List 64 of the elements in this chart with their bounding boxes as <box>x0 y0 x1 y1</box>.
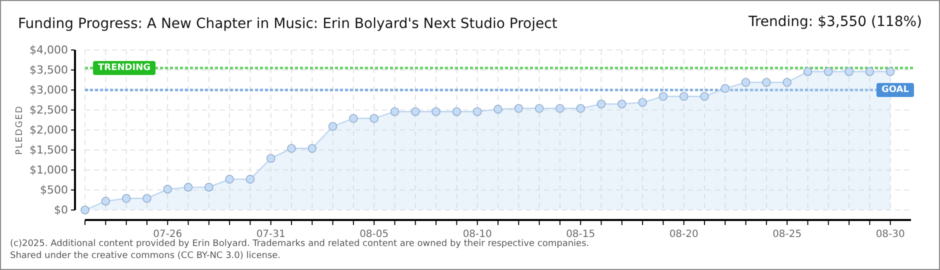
point <box>596 100 606 108</box>
point <box>204 182 214 192</box>
point <box>390 107 400 116</box>
point <box>886 67 895 76</box>
point <box>142 194 152 203</box>
x-tick-label: 07-26 <box>153 229 182 240</box>
point <box>411 107 420 116</box>
y-tick-label: $1,500 <box>30 144 68 157</box>
x-tick-label: 07-31 <box>256 229 286 240</box>
point <box>266 154 276 163</box>
text: (c)2025. Additional content provided by Erin Bolyard. Trademarks and related content are owned by their respective companies. <box>10 239 590 249</box>
point <box>101 196 110 206</box>
y-tick-label: $2,000 <box>30 124 68 137</box>
point <box>782 78 792 87</box>
point <box>184 182 193 192</box>
point <box>762 78 771 87</box>
chart-title: Funding Progress: A New Chapter in Music: Erin Bolyard's Next Studio Project <box>18 16 558 32</box>
x-tick-label: 08-30 <box>876 229 905 240</box>
point <box>163 184 172 194</box>
x-tick-label: 08-25 <box>772 229 802 240</box>
point <box>122 194 131 203</box>
x-tick-label: 08-05 <box>360 229 389 240</box>
ref-line-label: GOAL <box>882 85 910 95</box>
point <box>803 67 812 76</box>
y-tick-label: $0 <box>54 204 68 217</box>
point <box>246 174 255 184</box>
point <box>534 104 544 113</box>
point <box>432 107 440 116</box>
point <box>741 78 750 87</box>
y-tick-label: $3,500 <box>30 64 68 77</box>
point <box>328 122 338 131</box>
text: Shared under the creative commons (CC BY-NC 3.0) license. <box>10 251 281 261</box>
point <box>514 104 524 113</box>
point <box>287 144 296 153</box>
point <box>638 98 647 107</box>
point <box>720 84 730 93</box>
point <box>824 67 833 76</box>
point <box>80 206 90 214</box>
y-tick-label: $1,000 <box>30 164 68 177</box>
ref-line-label: TRENDING <box>98 63 150 73</box>
point <box>308 144 317 153</box>
y-tick-label: $3,000 <box>30 84 68 97</box>
point <box>472 107 482 116</box>
point <box>844 67 854 76</box>
y-axis-title: PLEDGED <box>15 105 25 155</box>
point <box>658 92 668 101</box>
point <box>618 100 626 108</box>
point <box>452 107 462 116</box>
x-tick-label: 08-10 <box>462 229 492 240</box>
x-tick-label: 08-15 <box>566 229 596 240</box>
point <box>370 114 378 123</box>
y-tick-label: $500 <box>40 184 68 197</box>
y-tick-label: $4,000 <box>30 44 68 57</box>
x-tick-label: 08-20 <box>669 229 698 240</box>
point <box>494 104 502 114</box>
point <box>700 92 709 101</box>
point <box>865 67 874 76</box>
point <box>679 92 688 101</box>
point <box>225 174 234 184</box>
point <box>576 104 585 113</box>
y-tick-label: $2,500 <box>30 104 68 117</box>
point <box>349 114 358 123</box>
point <box>556 104 564 113</box>
chart-subtitle: Trending: $3,550 (118%) <box>747 14 922 30</box>
